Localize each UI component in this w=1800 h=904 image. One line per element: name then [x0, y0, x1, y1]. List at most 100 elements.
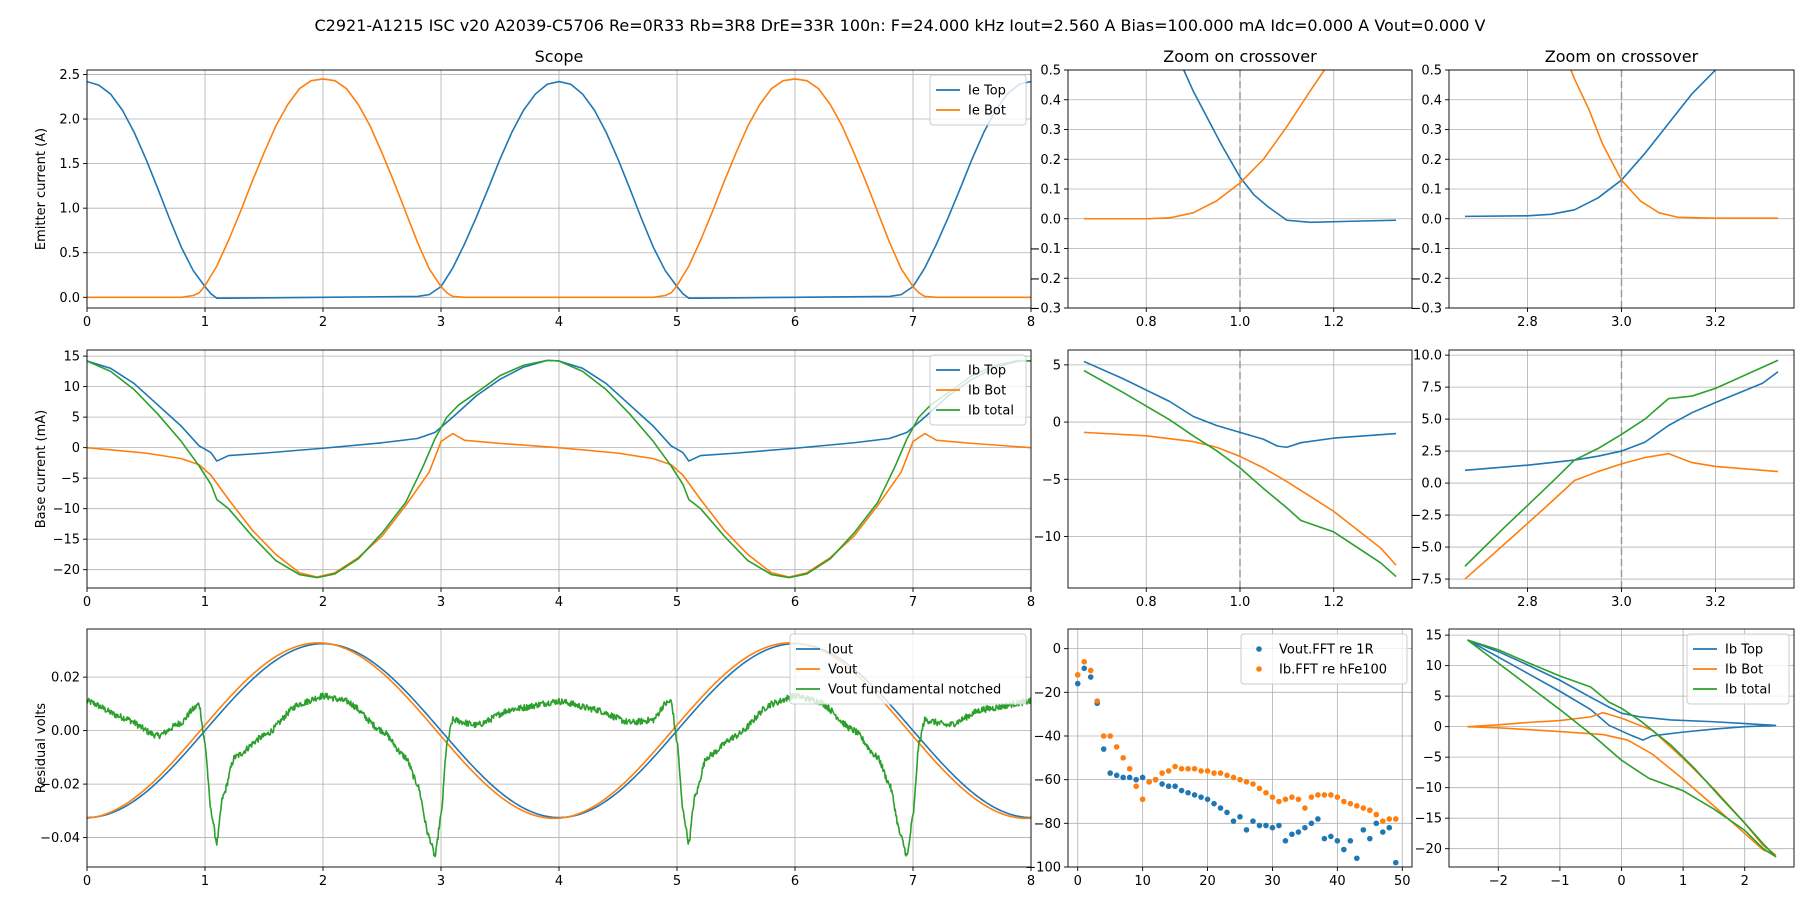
y-tick-label: −10 — [1415, 781, 1442, 796]
series-line — [1083, 360, 1397, 449]
y-tick-label: 0.2 — [1421, 153, 1442, 168]
series-line — [1083, 431, 1397, 566]
x-tick-label: 2 — [319, 595, 327, 610]
legend: Ib Top Ib Bot Ib total — [929, 354, 1027, 426]
x-tick-label: 2 — [1741, 874, 1749, 889]
y-tick-label: 0.2 — [1040, 153, 1061, 168]
fft-point — [1224, 809, 1230, 816]
legend-label: Ib Bot — [1725, 663, 1763, 678]
y-tick-label: −0.02 — [40, 778, 80, 793]
x-tick-label: 50 — [1394, 874, 1411, 889]
x-tick-label: 30 — [1264, 874, 1281, 889]
y-tick-label: 10.0 — [1413, 349, 1442, 364]
legend-marker — [1256, 666, 1262, 672]
fft-point — [1081, 658, 1088, 665]
fft-point — [1289, 831, 1295, 838]
x-tick-label: −1 — [1550, 874, 1569, 889]
y-tick-label: −2.5 — [1410, 509, 1442, 524]
fft-point — [1392, 816, 1399, 822]
fft-point — [1178, 765, 1185, 772]
legend-label: Vout fundamental notched — [828, 683, 1001, 698]
fft-point — [1126, 774, 1133, 781]
series-group — [1466, 639, 1777, 858]
panel-residual-scope: 0 1 2 3 4 5 6 7 8 −0.04 −0.02 0.00 0.02 Residual volt… — [34, 628, 1035, 889]
y-tick-label: 15 — [1425, 629, 1442, 644]
fft-point — [1360, 827, 1367, 833]
fft-point — [1341, 798, 1347, 805]
x-tick-label: 2.8 — [1517, 315, 1538, 330]
y-tick-label: 5 — [1434, 690, 1442, 705]
x-tick-label: 10 — [1134, 874, 1151, 889]
legend-label: Vout.FFT re 1R — [1279, 643, 1374, 658]
fft-point — [1282, 796, 1289, 803]
x-tick-label: 8 — [1027, 315, 1035, 330]
x-tick-label: 6 — [791, 595, 799, 610]
panel-emitter-zoom-1: 0.8 1.0 1.2 −0.3 −0.2 −0.1 0.0 0.1 0.2 0.3 0.4 0.5 Z… — [1029, 47, 1413, 330]
fft-point — [1113, 744, 1120, 750]
fft-point — [1392, 859, 1399, 866]
panel-title: Zoom on crossover — [1545, 47, 1699, 66]
y-tick-label: 0.4 — [1040, 93, 1061, 108]
y-tick-label: −20 — [53, 563, 80, 578]
y-tick-label: 0.3 — [1040, 123, 1061, 138]
y-tick-label: 10 — [63, 380, 80, 395]
x-tick-label: 8 — [1027, 595, 1035, 610]
x-tick-label: 3 — [437, 315, 445, 330]
y-tick-label: 10 — [1425, 659, 1442, 674]
fft-point — [1126, 765, 1133, 772]
y-tick-label: −0.1 — [1029, 242, 1061, 257]
fft-point — [1289, 794, 1295, 800]
fft-point — [1074, 672, 1081, 678]
y-tick-label: 0.1 — [1421, 183, 1442, 198]
y-tick-label: −0.1 — [1410, 242, 1442, 257]
legend-label: Ib Top — [1725, 643, 1763, 658]
series-line — [1464, 371, 1779, 472]
fft-point — [1211, 770, 1217, 776]
fft-point — [1120, 774, 1126, 781]
y-tick-label: −20 — [1034, 686, 1061, 701]
panel-base-scope: 0 1 2 3 4 5 6 7 8 −20 −15 −10 −5 0 5 10 15 Base current (… — [34, 349, 1035, 610]
fft-point — [1328, 833, 1334, 840]
y-tick-label: 2.5 — [1421, 445, 1442, 460]
fft-point — [1100, 733, 1107, 739]
legend-label: Ie Bot — [968, 104, 1006, 119]
fft-point — [1211, 800, 1217, 807]
grid — [86, 70, 1032, 308]
series-line — [1083, 70, 1326, 220]
fft-point — [1191, 765, 1198, 772]
fft-point — [1315, 816, 1321, 822]
panel-fft: 0 10 20 30 40 50 −100 −80 −60 −40 −20 0 Vout.FFT re … — [1025, 628, 1413, 889]
fft-point — [1113, 772, 1120, 779]
series-line — [1467, 639, 1777, 741]
series-line — [87, 692, 1031, 858]
legend: Vout.FFT re 1R Ib.FFT re hFe100 — [1240, 633, 1408, 685]
legend-label: Ib Bot — [968, 384, 1006, 399]
x-tick-label: 2.8 — [1517, 595, 1538, 610]
fft-point — [1256, 822, 1263, 829]
y-tick-label: 0.3 — [1421, 123, 1442, 138]
y-tick-label: 0.0 — [59, 291, 80, 306]
y-tick-label: 5 — [1053, 358, 1061, 373]
y-tick-label: 0.0 — [1421, 477, 1442, 492]
x-tick-label: 5 — [673, 595, 681, 610]
x-tick-label: 0 — [1074, 874, 1082, 889]
series-line — [1464, 452, 1779, 580]
x-tick-label: 7 — [909, 595, 917, 610]
fft-point — [1373, 811, 1380, 818]
y-tick-label: 0.5 — [1040, 64, 1061, 79]
legend-box — [789, 633, 1027, 705]
y-axis-label: Emitter current (A) — [34, 128, 49, 250]
fft-point — [1379, 829, 1386, 835]
series-line — [87, 80, 1031, 299]
fft-point — [1237, 813, 1243, 820]
fft-point — [1120, 755, 1126, 761]
x-tick-label: 6 — [791, 315, 799, 330]
fft-point — [1152, 776, 1159, 783]
y-tick-label: 0 — [72, 441, 80, 456]
y-tick-label: −5.0 — [1410, 541, 1442, 556]
y-tick-label: 0.1 — [1040, 183, 1061, 198]
x-tick-label: 1 — [201, 595, 209, 610]
x-tick-label: 0.8 — [1136, 315, 1157, 330]
legend-box — [1686, 633, 1790, 705]
